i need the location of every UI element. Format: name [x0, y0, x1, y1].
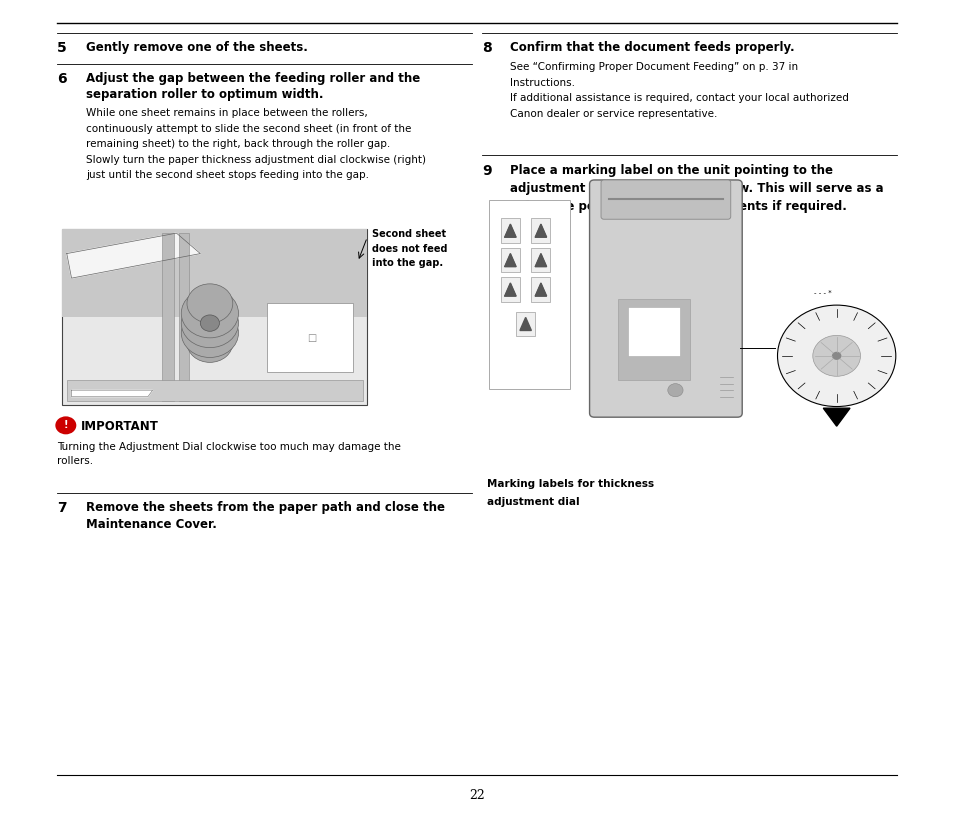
FancyBboxPatch shape — [62, 229, 367, 405]
FancyBboxPatch shape — [162, 233, 173, 401]
FancyBboxPatch shape — [179, 233, 189, 401]
FancyBboxPatch shape — [500, 218, 519, 243]
FancyBboxPatch shape — [531, 248, 550, 272]
Text: If additional assistance is required, contact your local authorized: If additional assistance is required, co… — [510, 93, 848, 103]
FancyBboxPatch shape — [67, 380, 362, 401]
Polygon shape — [504, 254, 516, 267]
FancyBboxPatch shape — [62, 229, 367, 317]
Text: adjustment dial: adjustment dial — [486, 497, 578, 506]
FancyBboxPatch shape — [627, 307, 679, 356]
Polygon shape — [67, 233, 200, 278]
Text: Marking labels for thickness: Marking labels for thickness — [486, 479, 653, 488]
Circle shape — [55, 416, 76, 434]
Text: Slowly turn the paper thickness adjustment dial clockwise (right): Slowly turn the paper thickness adjustme… — [86, 155, 425, 164]
Text: See “Confirming Proper Document Feeding” on p. 37 in: See “Confirming Proper Document Feeding”… — [510, 62, 798, 72]
Text: reference point for future adjustments if required.: reference point for future adjustments i… — [510, 200, 846, 213]
FancyBboxPatch shape — [489, 200, 570, 389]
Text: IMPORTANT: IMPORTANT — [81, 420, 159, 433]
Text: 5: 5 — [57, 41, 67, 55]
FancyBboxPatch shape — [531, 218, 550, 243]
Text: Adjust the gap between the feeding roller and the: Adjust the gap between the feeding rolle… — [86, 72, 419, 85]
Text: adjustment dial as illustrated below. This will serve as a: adjustment dial as illustrated below. Th… — [510, 182, 883, 195]
Circle shape — [181, 299, 238, 348]
Circle shape — [187, 284, 233, 323]
FancyBboxPatch shape — [267, 303, 353, 372]
FancyBboxPatch shape — [516, 312, 535, 336]
FancyBboxPatch shape — [618, 299, 689, 380]
Text: separation roller to optimum width.: separation roller to optimum width. — [86, 88, 323, 101]
Polygon shape — [535, 254, 546, 267]
Circle shape — [200, 315, 219, 331]
Text: just until the second sheet stops feeding into the gap.: just until the second sheet stops feedin… — [86, 170, 369, 180]
Text: continuously attempt to slide the second sheet (in front of the: continuously attempt to slide the second… — [86, 124, 411, 133]
Text: While one sheet remains in place between the rollers,: While one sheet remains in place between… — [86, 108, 367, 118]
Text: rollers.: rollers. — [57, 456, 93, 466]
Circle shape — [187, 323, 233, 362]
Text: 22: 22 — [469, 789, 484, 802]
Circle shape — [812, 335, 860, 376]
Text: Confirm that the document feeds properly.: Confirm that the document feeds properly… — [510, 41, 794, 54]
Text: !: ! — [64, 420, 68, 430]
FancyBboxPatch shape — [500, 248, 519, 272]
Polygon shape — [504, 224, 516, 237]
Circle shape — [667, 384, 682, 397]
Polygon shape — [535, 283, 546, 296]
Polygon shape — [504, 283, 516, 296]
Circle shape — [181, 308, 238, 357]
Text: does not feed: does not feed — [372, 244, 447, 254]
Polygon shape — [535, 224, 546, 237]
FancyBboxPatch shape — [531, 277, 550, 302]
Text: Place a marking label on the unit pointing to the: Place a marking label on the unit pointi… — [510, 164, 833, 177]
Text: into the gap.: into the gap. — [372, 258, 443, 268]
Text: Canon dealer or service representative.: Canon dealer or service representative. — [510, 109, 717, 119]
Text: 7: 7 — [57, 501, 67, 515]
Circle shape — [777, 305, 895, 407]
FancyBboxPatch shape — [589, 180, 741, 417]
Text: Remove the sheets from the paper path and close the: Remove the sheets from the paper path an… — [86, 501, 444, 515]
Text: Second sheet: Second sheet — [372, 229, 446, 239]
Text: 6: 6 — [57, 72, 67, 86]
Text: □: □ — [307, 333, 316, 343]
Text: Instructions.: Instructions. — [510, 78, 575, 88]
FancyBboxPatch shape — [600, 180, 730, 219]
Text: Maintenance Cover.: Maintenance Cover. — [86, 518, 216, 531]
Circle shape — [181, 289, 238, 338]
FancyBboxPatch shape — [500, 277, 519, 302]
Text: 8: 8 — [481, 41, 491, 55]
Polygon shape — [822, 408, 849, 426]
Circle shape — [831, 352, 841, 360]
Text: remaining sheet) to the right, back through the roller gap.: remaining sheet) to the right, back thro… — [86, 139, 390, 149]
Text: - - - *: - - - * — [813, 290, 830, 296]
Polygon shape — [519, 317, 531, 330]
Text: Gently remove one of the sheets.: Gently remove one of the sheets. — [86, 41, 308, 54]
Polygon shape — [71, 390, 152, 397]
Text: 9: 9 — [481, 164, 491, 178]
Text: Turning the Adjustment Dial clockwise too much may damage the: Turning the Adjustment Dial clockwise to… — [57, 442, 400, 452]
